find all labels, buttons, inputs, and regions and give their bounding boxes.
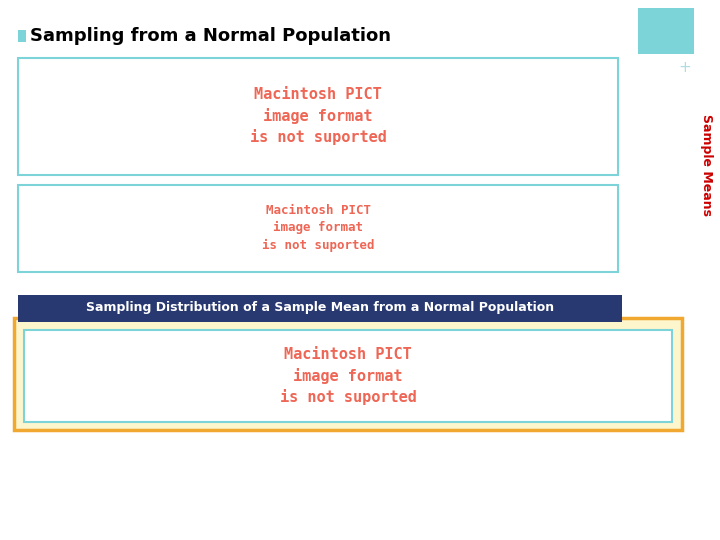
- Bar: [18, 58, 618, 175]
- Bar: [24, 330, 672, 422]
- Text: Sampling Distribution of a Sample Mean from a Normal Population: Sampling Distribution of a Sample Mean f…: [86, 301, 554, 314]
- Bar: [18, 185, 618, 272]
- Text: Macintosh PICT
image format
is not suported: Macintosh PICT image format is not supor…: [250, 87, 387, 145]
- Text: Sampling from a Normal Population: Sampling from a Normal Population: [30, 27, 391, 45]
- Text: Macintosh PICT
image format
is not suported: Macintosh PICT image format is not supor…: [262, 205, 374, 252]
- Text: Macintosh PICT
image format
is not suported: Macintosh PICT image format is not supor…: [279, 347, 416, 404]
- Bar: [14, 318, 682, 430]
- Text: +: +: [679, 60, 691, 76]
- Bar: [638, 8, 694, 54]
- Bar: [18, 30, 26, 42]
- Bar: [18, 295, 622, 322]
- Text: Sample Means: Sample Means: [700, 114, 713, 216]
